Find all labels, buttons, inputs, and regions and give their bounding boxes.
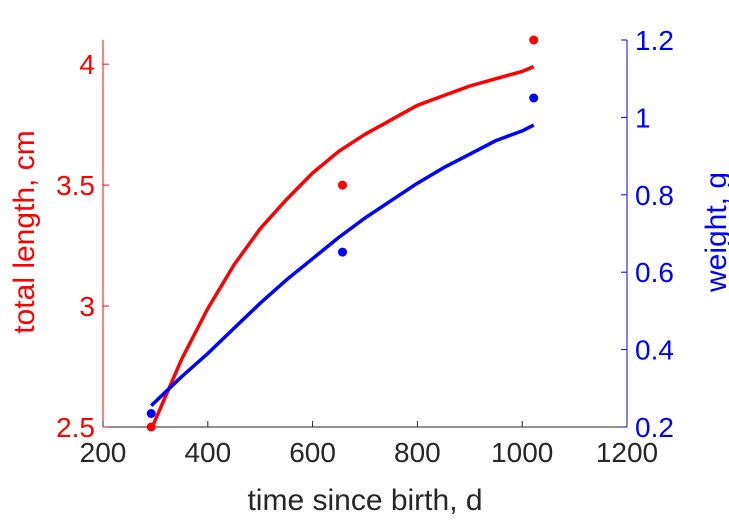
points-layer: [146, 35, 539, 432]
x-tick-label: 800: [394, 437, 441, 468]
left-y-axis-label: total length, cm: [8, 130, 41, 333]
x-tick-label: 200: [80, 437, 127, 468]
right-y-tick-label: 0.8: [635, 180, 674, 211]
left-y-tick-label: 3.5: [56, 170, 95, 201]
x-tick-label: 600: [289, 437, 336, 468]
right-y-tick-label: 1: [635, 102, 651, 133]
x-tick-label: 1000: [491, 437, 553, 468]
right-y-tick-label: 0.6: [635, 257, 674, 288]
curves-layer: [149, 64, 535, 431]
right-y-axis-label: weight, g: [700, 172, 729, 293]
axes-layer: [102, 39, 628, 428]
right-y-tick-label: 0.4: [635, 335, 674, 366]
right-y-tick-label: 0.2: [635, 412, 674, 443]
left-y-tick-label: 4: [79, 49, 95, 80]
length-data-point: [338, 180, 347, 190]
right-y-tick-label: 1.2: [635, 25, 674, 56]
length-fit-curve: [149, 64, 535, 431]
weight-data-point: [338, 247, 347, 257]
weight-data-point: [529, 93, 539, 103]
x-axis-label: time since birth, d: [247, 484, 482, 517]
weight-data-point: [146, 409, 156, 418]
left-y-tick-label: 3: [79, 291, 95, 322]
tick-labels-layer: 200 400 600 800 1000 1200 2.5 3 3.5 4 0.2 0.4 0.6 0.8…: [56, 25, 674, 468]
left-y-tick-label: 2.5: [56, 412, 95, 443]
weight-fit-curve: [149, 123, 535, 407]
x-tick-label: 1200: [596, 437, 658, 468]
length-data-point: [146, 422, 156, 432]
length-data-point: [529, 35, 539, 45]
x-tick-label: 400: [184, 437, 231, 468]
